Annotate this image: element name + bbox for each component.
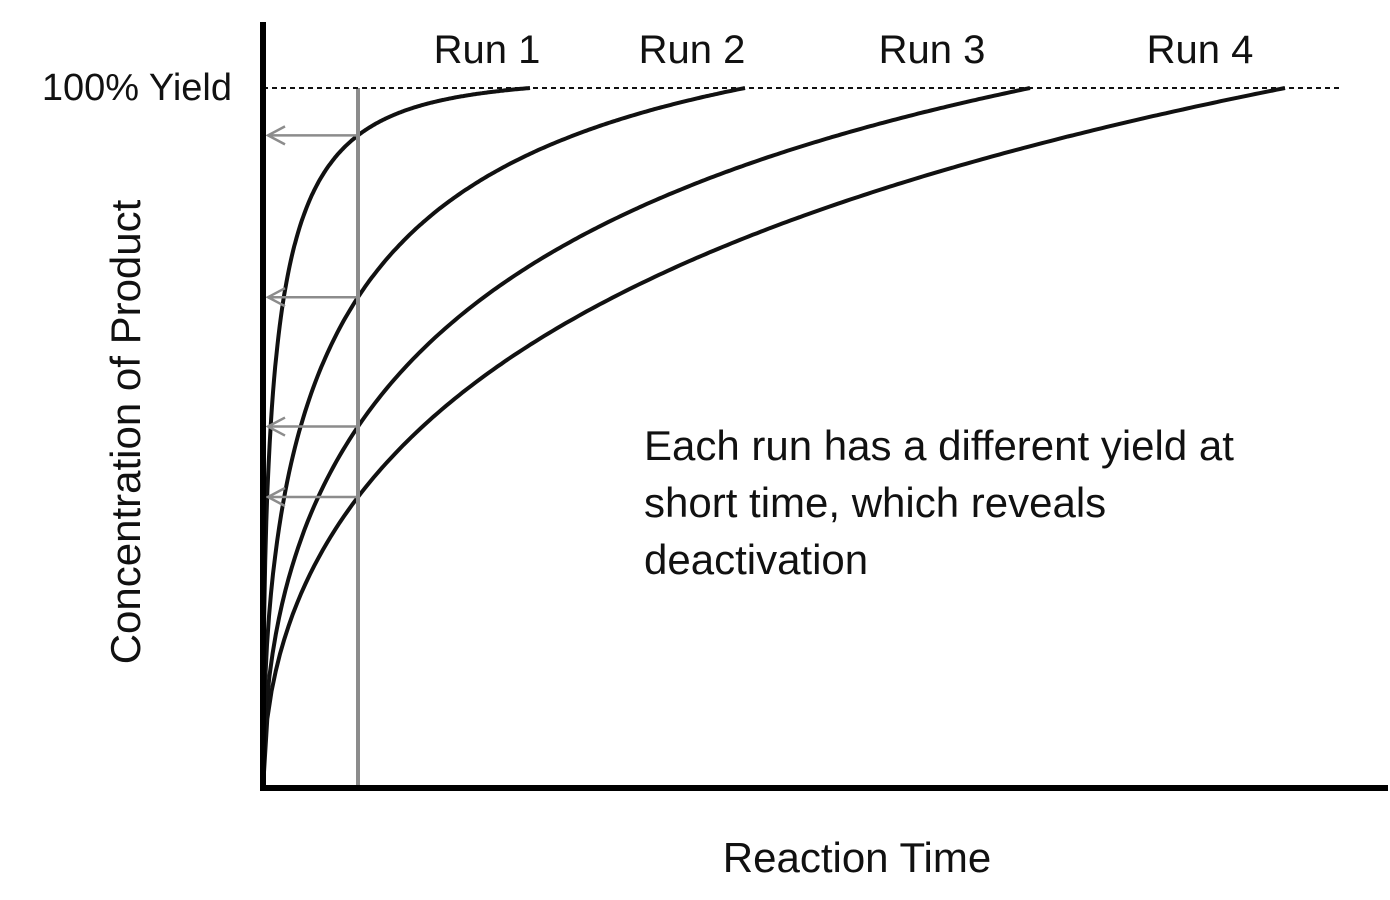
series-curves xyxy=(261,86,1286,789)
short-time-markers xyxy=(265,88,360,788)
yield-arrow-run-2 xyxy=(265,287,358,308)
y-axis-title: Concentration of Product xyxy=(102,199,149,664)
series-label-run-1: Run 1 xyxy=(434,28,541,72)
yield-arrow-run-1 xyxy=(265,125,358,146)
reference-line-label: 100% Yield xyxy=(42,67,232,109)
x-axis-title: Reaction Time xyxy=(723,834,991,881)
series-label-run-2: Run 2 xyxy=(639,28,746,72)
annotation-line-1: Each run has a different yield at xyxy=(644,422,1234,469)
series-line-run-4 xyxy=(261,86,1286,789)
series-line-run-2 xyxy=(261,86,746,789)
series-label-run-4: Run 4 xyxy=(1147,28,1254,72)
series-label-run-3: Run 3 xyxy=(879,28,986,72)
series-line-run-3 xyxy=(261,86,1031,789)
series-line-run-1 xyxy=(261,86,531,789)
yield-arrow-run-4 xyxy=(265,486,358,508)
yield-arrow-run-3 xyxy=(265,416,358,437)
annotation-line-3: deactivation xyxy=(644,536,868,583)
annotation-line-2: short time, which reveals xyxy=(644,479,1106,526)
